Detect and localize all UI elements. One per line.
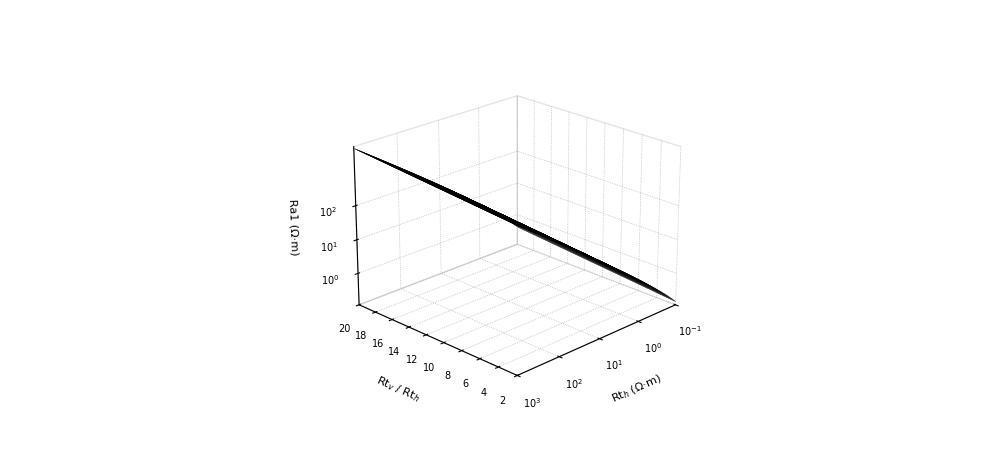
Y-axis label: Rt$_v$ / Rt$_h$: Rt$_v$ / Rt$_h$	[374, 374, 422, 405]
X-axis label: Rt$_h$ (Ω·m): Rt$_h$ (Ω·m)	[609, 372, 664, 406]
